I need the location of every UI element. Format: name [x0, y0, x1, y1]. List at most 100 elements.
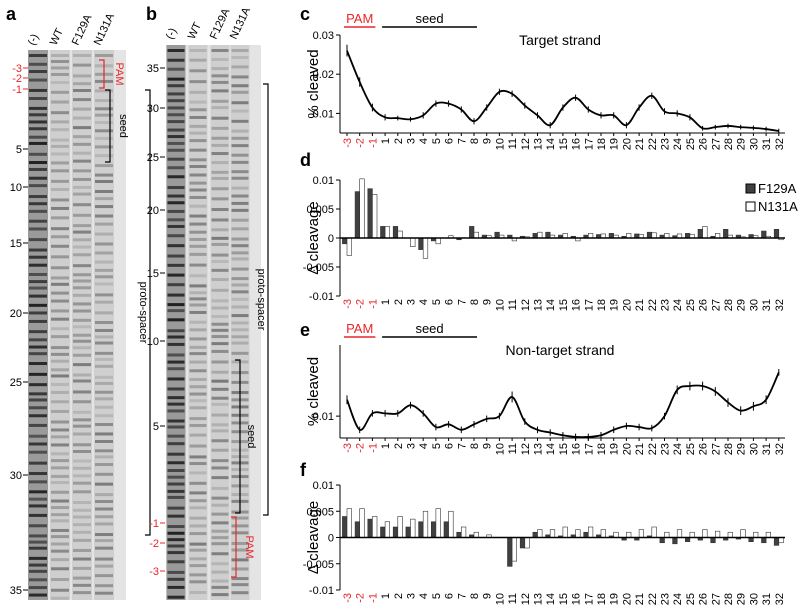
gel-band [51, 216, 69, 220]
marker-label: -3 [149, 566, 159, 578]
gel-band [231, 101, 249, 105]
gel-band [231, 516, 249, 520]
x-tick-label: 6 [444, 443, 456, 449]
gel-band [73, 548, 91, 552]
gel-band [95, 381, 113, 385]
gel-band [167, 506, 185, 510]
gel-band [29, 263, 47, 267]
legend-label: N131A [758, 199, 798, 214]
y-tick-label: 0 [328, 533, 334, 545]
gel-band [73, 432, 91, 436]
x-tick-label: 20 [621, 138, 633, 150]
x-tick-label: 17 [583, 299, 595, 311]
gel-band [29, 303, 47, 307]
gel-band [211, 476, 229, 480]
gel-band [51, 299, 69, 303]
bar [638, 529, 644, 538]
gel-band [231, 49, 249, 52]
bar [761, 230, 767, 239]
gel-band [73, 74, 91, 78]
gel-band [51, 111, 69, 115]
x-tick-label: 19 [609, 299, 621, 311]
bracket [263, 83, 269, 516]
x-tick-label: 26 [698, 299, 710, 311]
gel-band [29, 414, 47, 418]
x-tick-label: 10 [494, 593, 506, 605]
gel-band [211, 360, 229, 364]
x-tick-label: 27 [710, 593, 722, 605]
x-tick-label: 13 [533, 138, 545, 150]
gel-band [73, 583, 91, 587]
annotation-label: seed [415, 321, 443, 336]
gel-band [167, 49, 185, 52]
gel-band [51, 161, 69, 165]
x-tick-label: 3 [406, 138, 418, 144]
gel-band [95, 574, 113, 578]
panel-letter: d [300, 150, 311, 170]
gel-band [231, 218, 249, 222]
y-tick-label: 0.03 [313, 30, 334, 42]
x-tick-label: 23 [660, 443, 672, 455]
gel-band [189, 345, 207, 349]
gel-band [189, 181, 207, 185]
gel-band [167, 254, 185, 258]
bar [342, 516, 348, 538]
gel-band [95, 89, 113, 93]
gel-band [29, 280, 47, 284]
bar [778, 537, 784, 544]
gel-band [167, 560, 185, 564]
x-tick-label: 28 [723, 299, 735, 311]
x-tick-label: 17 [583, 593, 595, 605]
gel-band [29, 219, 47, 223]
bar [359, 508, 365, 538]
gel-band [51, 282, 69, 286]
gel-lane [72, 50, 92, 600]
x-tick-label: 8 [469, 299, 481, 305]
gel-band [211, 579, 229, 583]
y-tick-label: -0.01 [309, 291, 334, 303]
x-tick-label: 22 [647, 138, 659, 150]
gel-band [51, 368, 69, 372]
gel-band [95, 405, 113, 409]
gel-band [29, 120, 47, 124]
gel-band [29, 569, 47, 573]
gel-band [167, 128, 185, 132]
marker-label: 25 [10, 377, 22, 389]
gel-band [231, 351, 249, 355]
gel-band [231, 227, 249, 231]
bar [702, 226, 708, 239]
bar [422, 237, 429, 259]
bracket-label: PAM [113, 62, 125, 85]
gel-band [167, 209, 185, 213]
gel-band [189, 49, 207, 52]
x-tick-label: 30 [748, 138, 760, 150]
gel-band [189, 532, 207, 536]
gel-band [51, 179, 69, 183]
x-tick-label: 8 [469, 593, 481, 599]
gel-band [231, 75, 249, 79]
x-tick-label: 30 [748, 299, 760, 311]
gel-band [29, 176, 47, 180]
x-tick-label: 5 [431, 593, 443, 599]
x-tick-label: 3 [406, 593, 418, 599]
gel-band [51, 535, 69, 539]
gel-band [95, 311, 113, 315]
gel-band [29, 330, 47, 334]
gel-band [211, 80, 229, 84]
gel-band [211, 89, 229, 93]
bar [372, 516, 378, 538]
gel-band [51, 335, 69, 339]
gel-band [95, 268, 113, 272]
gel-band [95, 414, 113, 418]
gel-band [167, 201, 185, 205]
gel-band [29, 345, 47, 349]
x-tick-label: 21 [634, 593, 646, 605]
bar [773, 229, 780, 239]
gel-band [95, 364, 113, 368]
gel-lane [210, 45, 230, 600]
x-tick-label: 5 [431, 299, 443, 305]
gel-band [29, 461, 47, 465]
line [346, 50, 779, 132]
gel-band [189, 204, 207, 208]
